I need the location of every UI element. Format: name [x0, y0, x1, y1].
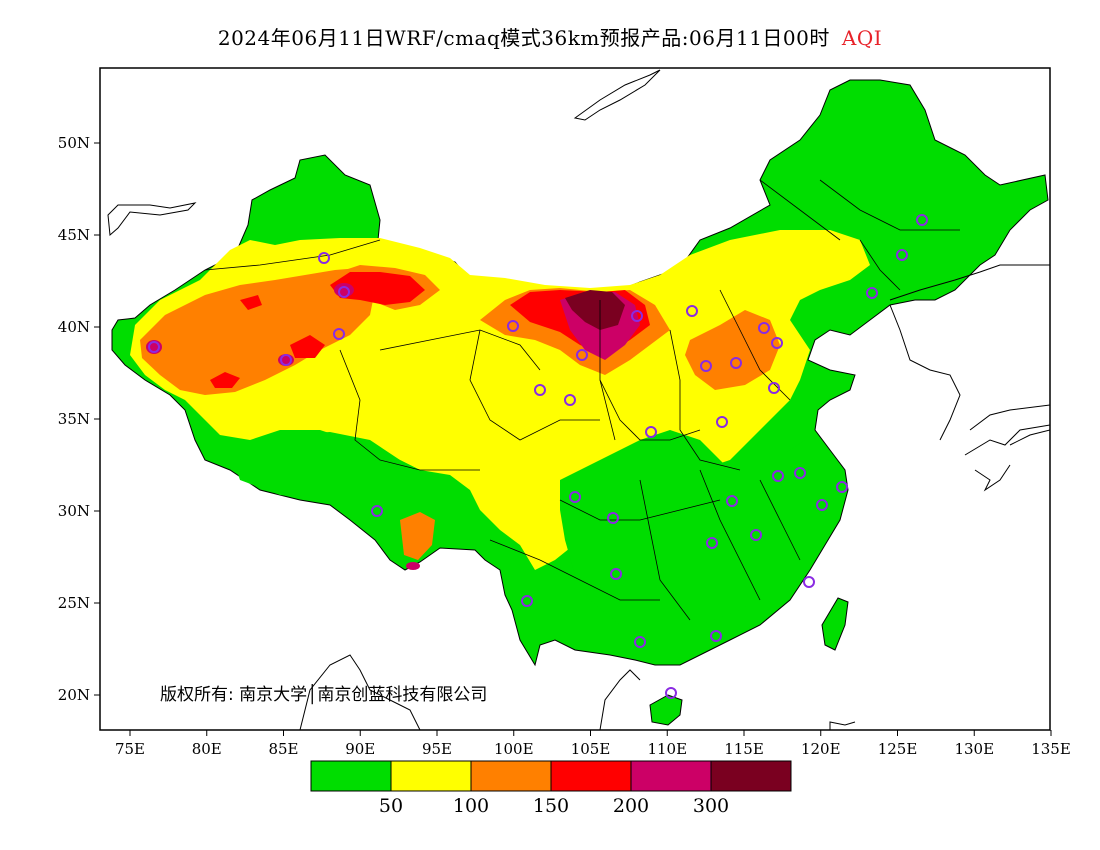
- lon-tick-label: 75E: [115, 740, 145, 758]
- colorbar-label: 100: [453, 795, 489, 817]
- lat-tick-label: 25N: [58, 594, 90, 612]
- lon-tick-label: 95E: [422, 740, 452, 758]
- aqi-zone-very-unhealthy-2: [334, 283, 354, 297]
- lat-tick-label: 20N: [58, 686, 90, 704]
- lon-tick-label: 100E: [494, 740, 534, 758]
- aqi-zone-sensitive-xinjiang: [140, 268, 375, 395]
- map-title: 2024年06月11日WRF/cmaq模式36km预报产品:06月11日00时 A…: [0, 22, 1100, 51]
- station-marker: [564, 394, 576, 406]
- colorbar: 50 100 150 200 300: [310, 760, 792, 817]
- title-variable: AQI: [841, 26, 883, 50]
- lon-tick-label: 110E: [647, 740, 687, 758]
- lon-tick-label: 105E: [571, 740, 611, 758]
- station-marker: [280, 354, 292, 366]
- station-marker: [631, 310, 643, 322]
- lat-tick-label: 30N: [58, 502, 90, 520]
- colorbar-label: 150: [533, 795, 569, 817]
- colorbar-segment: [310, 760, 392, 792]
- coastlines: [107, 69, 1050, 730]
- station-marker: [686, 305, 698, 317]
- lon-tick-label: 130E: [954, 740, 994, 758]
- colorbar-label: 300: [693, 795, 729, 817]
- station-marker: [710, 630, 722, 642]
- station-marker: [338, 286, 350, 298]
- lon-tick-label: 125E: [878, 740, 918, 758]
- station-marker: [794, 467, 806, 479]
- aqi-zone-very-unhealthy-5: [406, 562, 420, 570]
- hainan-island: [649, 694, 683, 726]
- aqi-zone-unhealthy-spot-3: [240, 295, 262, 310]
- colorbar-segment: [390, 760, 472, 792]
- station-marker: [816, 499, 828, 511]
- aqi-zone-sensitive-southtibet: [400, 512, 435, 560]
- latitude-axis: 50N 45N 40N 35N 30N 25N 20N: [58, 134, 100, 704]
- colorbar-label: 50: [379, 795, 403, 817]
- aqi-zone-hazardous: [565, 290, 625, 330]
- station-marker: [569, 491, 581, 503]
- lon-tick-label: 90E: [345, 740, 375, 758]
- station-marker: [521, 595, 533, 607]
- station-marker: [750, 529, 762, 541]
- colorbar-segment: [550, 760, 632, 792]
- lat-tick-label: 40N: [58, 318, 90, 336]
- station-marker: [665, 687, 677, 699]
- station-marker: [706, 537, 718, 549]
- station-markers: [148, 214, 928, 699]
- station-marker: [610, 568, 622, 580]
- aqi-zone-good-tibet: [230, 432, 440, 530]
- station-marker: [507, 320, 519, 332]
- station-marker: [333, 328, 345, 340]
- station-marker: [771, 337, 783, 349]
- lon-tick-label: 120E: [801, 740, 841, 758]
- lon-tick-label: 80E: [192, 740, 222, 758]
- province-borders: [204, 179, 960, 621]
- lon-tick-label: 85E: [268, 740, 298, 758]
- aqi-zone-good-central: [560, 430, 830, 630]
- lat-tick-label: 45N: [58, 226, 90, 244]
- station-marker: [534, 384, 546, 396]
- map-plot-area: [107, 69, 1050, 730]
- station-marker: [896, 249, 908, 261]
- station-marker: [768, 382, 780, 394]
- colorbar-segment: [470, 760, 552, 792]
- station-marker: [758, 322, 770, 334]
- station-marker: [318, 252, 330, 264]
- taiwan-island: [821, 597, 849, 651]
- station-marker: [634, 636, 646, 648]
- lat-tick-label: 35N: [58, 410, 90, 428]
- station-marker: [645, 426, 657, 438]
- lon-tick-label: 135E: [1031, 740, 1071, 758]
- colorbar-segment: [630, 760, 712, 792]
- colorbar-label: 200: [613, 795, 649, 817]
- station-marker: [576, 349, 588, 361]
- station-marker: [148, 341, 160, 353]
- station-marker: [607, 512, 619, 524]
- station-marker: [772, 470, 784, 482]
- longitude-axis: 75E 80E 85E 90E 95E 100E 105E 110E 115E 120E 125E 1…: [115, 730, 1071, 758]
- station-marker: [836, 481, 848, 493]
- station-marker: [803, 576, 815, 588]
- plot-frame: [99, 67, 1051, 731]
- lon-tick-label: 115E: [724, 740, 764, 758]
- lat-tick-label: 50N: [58, 134, 90, 152]
- title-text: 2024年06月11日WRF/cmaq模式36km预报产品:06月11日00时: [217, 26, 830, 50]
- aqi-zone-unhealthy-xinjiang: [330, 272, 425, 305]
- station-marker: [730, 357, 742, 369]
- station-marker: [371, 505, 383, 517]
- colorbar-segment: [710, 760, 792, 792]
- station-marker: [916, 214, 928, 226]
- station-marker: [866, 287, 878, 299]
- aqi-zone-unhealthy-spot-1: [210, 372, 240, 388]
- station-marker: [726, 495, 738, 507]
- station-marker: [700, 360, 712, 372]
- copyright-notice: 版权所有: 南京大学│南京创蓝科技有限公司: [160, 685, 488, 705]
- station-marker: [716, 416, 728, 428]
- aqi-zone-unhealthy-spot-2: [290, 335, 325, 358]
